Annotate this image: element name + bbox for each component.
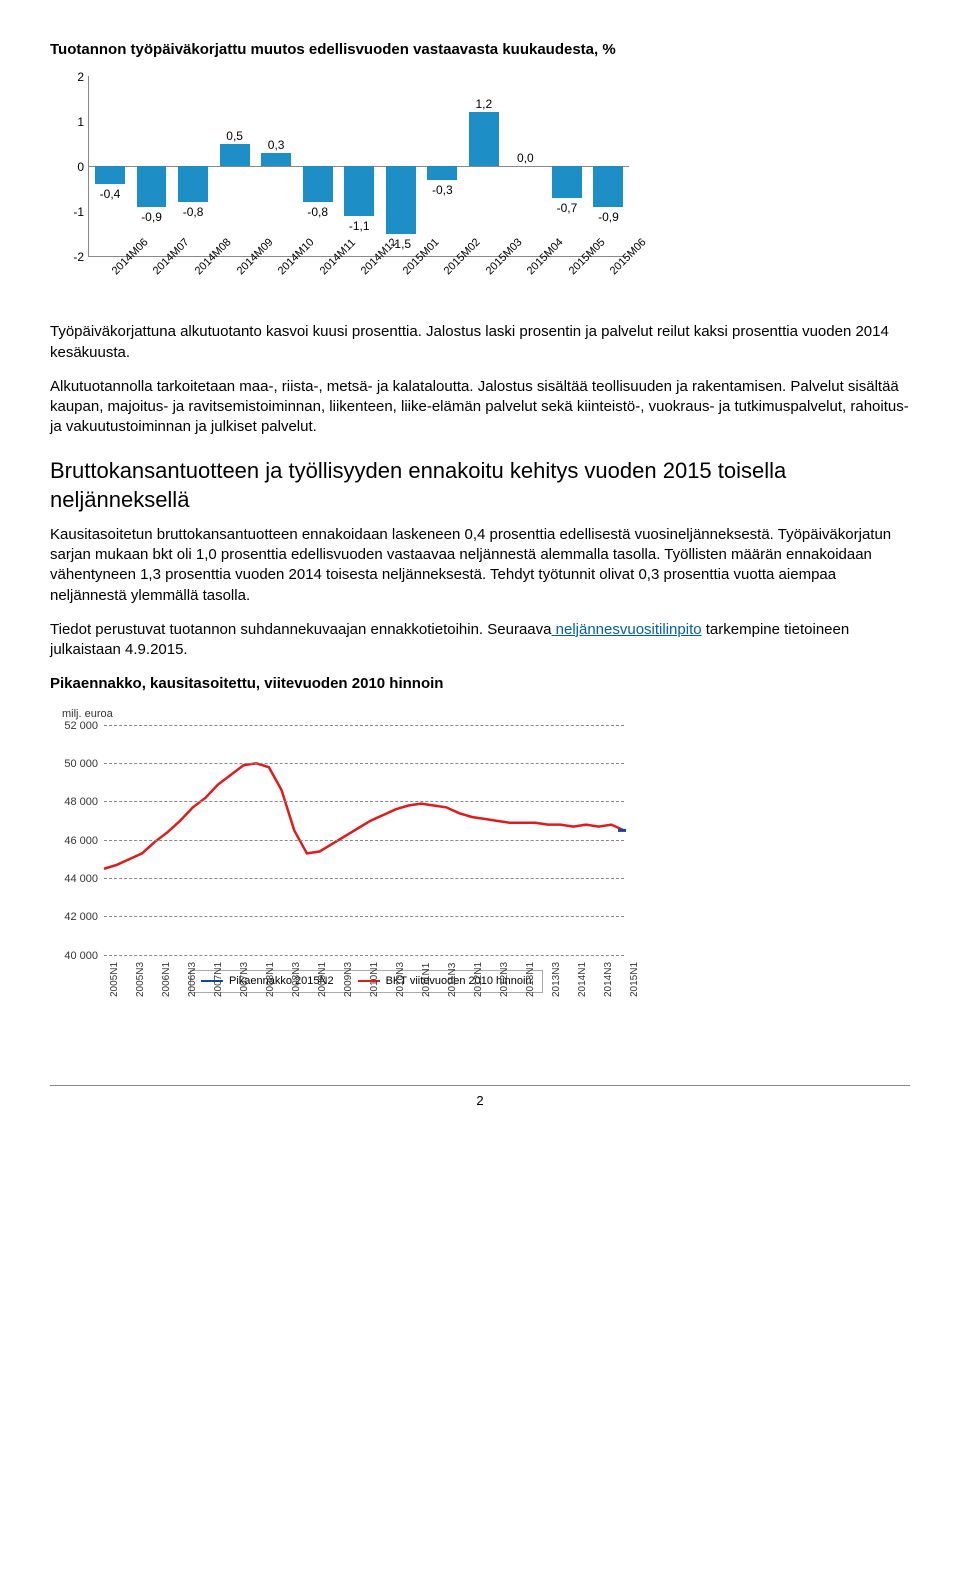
- chart1-title: Tuotannon työpäiväkorjattu muutos edelli…: [50, 40, 910, 60]
- line-xtick: 2010N3: [394, 962, 408, 997]
- bar-ytick: 1: [64, 114, 84, 130]
- line-xtick: 2011N1: [420, 962, 434, 996]
- bar-value-label: -0,8: [173, 204, 213, 220]
- line-ytick: 50 000: [56, 757, 98, 772]
- bar-ytick: -1: [64, 204, 84, 220]
- line-xtick: 2014N1: [576, 962, 590, 997]
- line-red-series: [104, 763, 624, 868]
- line-xtick: 2009N3: [342, 962, 356, 997]
- paragraph-2: Alkutuotannolla tarkoitetaan maa-, riist…: [50, 377, 910, 438]
- chart2-title: Pikaennakko, kausitasoitettu, viitevuode…: [50, 674, 910, 694]
- line-xtick: 2010N1: [368, 962, 382, 997]
- bar-value-label: -0,8: [298, 204, 338, 220]
- line-xtick: 2009N1: [316, 962, 330, 997]
- line-xtick: 2008N1: [264, 962, 278, 997]
- bar-value-label: 1,2: [464, 96, 504, 112]
- page-number: 2: [50, 1085, 910, 1110]
- bar: 0,0: [510, 76, 540, 256]
- line-xtick: 2007N3: [238, 962, 252, 997]
- paragraph-1: Työpäiväkorjattuna alkutuotanto kasvoi k…: [50, 322, 910, 363]
- bar-chart: -0,4-0,9-0,80,50,3-0,8-1,1-1,5-0,31,20,0…: [50, 70, 910, 300]
- bar-value-label: -0,9: [588, 209, 628, 225]
- bar: -0,3: [427, 76, 457, 256]
- bar-ytick: 0: [64, 159, 84, 175]
- bar-value-label: 0,3: [256, 137, 296, 153]
- bar: -0,9: [137, 76, 167, 256]
- bar: 1,2: [469, 76, 499, 256]
- bar: -0,9: [593, 76, 623, 256]
- bar-value-label: -0,3: [422, 182, 462, 198]
- bar: 0,3: [261, 76, 291, 256]
- bar-value-label: -1,1: [339, 218, 379, 234]
- line-ytick: 46 000: [56, 834, 98, 849]
- line-xtick: 2013N1: [524, 962, 538, 997]
- line-xtick: 2012N1: [472, 962, 486, 997]
- section-heading: Bruttokansantuotteen ja työllisyyden enn…: [50, 456, 910, 515]
- line-ytick: 44 000: [56, 872, 98, 887]
- line-xtick: 2007N1: [212, 962, 226, 997]
- paragraph-3: Kausitasoitetun bruttokansantuotteen enn…: [50, 525, 910, 606]
- bar-ytick: -2: [64, 249, 84, 265]
- bar-value-label: 0,0: [505, 150, 545, 166]
- line-xtick: 2015N1: [628, 962, 642, 997]
- bar: -0,7: [552, 76, 582, 256]
- line-xtick: 2013N3: [550, 962, 564, 997]
- bar: -1,5: [386, 76, 416, 256]
- line-ytick: 48 000: [56, 795, 98, 810]
- bar-value-label: -0,4: [90, 186, 130, 202]
- bar: 0,5: [220, 76, 250, 256]
- neljannesvuositilinpito-link[interactable]: neljännesvuositilinpito: [551, 621, 701, 638]
- line-ytick: 40 000: [56, 949, 98, 964]
- bar-value-label: 0,5: [215, 128, 255, 144]
- line-xtick: 2014N3: [602, 962, 616, 997]
- bar: -0,4: [95, 76, 125, 256]
- bar-ytick: 2: [64, 69, 84, 85]
- line-xtick: 2008N3: [290, 962, 304, 997]
- bar-value-label: -0,9: [132, 209, 172, 225]
- line-xtick: 2011N3: [446, 962, 460, 996]
- para4-text-a: Tiedot perustuvat tuotannon suhdannekuva…: [50, 621, 551, 638]
- bar-value-label: -0,7: [547, 200, 587, 216]
- line-xtick: 2006N3: [186, 962, 200, 997]
- bar: -0,8: [178, 76, 208, 256]
- line-ytick: 52 000: [56, 719, 98, 734]
- paragraph-4: Tiedot perustuvat tuotannon suhdannekuva…: [50, 620, 910, 661]
- line-xtick: 2006N1: [160, 962, 174, 997]
- bar: -0,8: [303, 76, 333, 256]
- line-ytick: 42 000: [56, 910, 98, 925]
- line-xtick: 2012N3: [498, 962, 512, 997]
- bar: -1,1: [344, 76, 374, 256]
- line-chart: milj. euroa Pikaennakko 2015N2 BKT viite…: [50, 705, 910, 1015]
- line-xtick: 2005N1: [108, 962, 122, 997]
- line-xtick: 2005N3: [134, 962, 148, 997]
